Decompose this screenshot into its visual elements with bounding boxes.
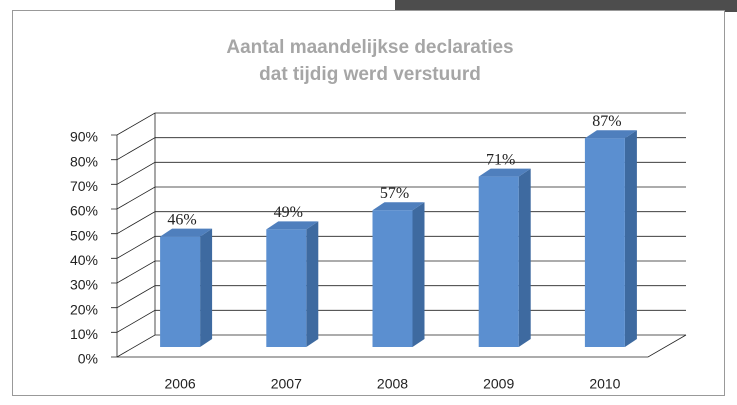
x-tick-label: 2008	[377, 376, 408, 392]
y-tick-label: 70%	[70, 178, 98, 194]
bar-side	[624, 130, 637, 347]
bar-side	[306, 221, 319, 347]
x-tick-label: 2006	[165, 376, 196, 392]
grid-line	[111, 186, 686, 210]
data-label: 46%	[167, 211, 196, 228]
data-label: 57%	[380, 185, 409, 202]
bar-top	[478, 168, 531, 177]
y-tick-label: 80%	[70, 153, 98, 169]
bar	[372, 210, 413, 347]
bar-top	[266, 221, 319, 230]
y-tick-label: 40%	[70, 252, 98, 268]
bar	[266, 229, 307, 347]
grid-line	[111, 137, 686, 161]
floor	[117, 334, 687, 358]
bar	[478, 176, 519, 347]
y-tick-label: 50%	[70, 227, 98, 243]
bar-side	[412, 202, 425, 347]
y-tick-label: 60%	[70, 203, 98, 219]
y-tick-label: 10%	[70, 326, 98, 342]
bar-side	[200, 228, 213, 347]
y-tick-label: 0%	[78, 351, 98, 367]
bar	[584, 138, 625, 347]
x-tick-label: 2009	[483, 376, 514, 392]
y-tick-label: 30%	[70, 277, 98, 293]
x-tick-label: 2007	[271, 376, 302, 392]
header-bar	[395, 0, 737, 12]
bar-side	[518, 168, 531, 347]
y-tick-label: 20%	[70, 301, 98, 317]
bar-top	[160, 228, 213, 237]
bar	[160, 236, 201, 347]
grid-line	[111, 112, 686, 136]
chart-title: Aantal maandelijkse declaraties	[226, 37, 513, 58]
bar-top	[584, 130, 637, 139]
bar-top	[372, 202, 425, 211]
grid-line	[111, 161, 686, 185]
y-tick-label: 90%	[70, 129, 98, 145]
x-tick-label: 2010	[589, 376, 620, 392]
data-label: 49%	[274, 204, 303, 221]
data-label: 71%	[486, 151, 515, 168]
chart-title: dat tijdig werd verstuurd	[259, 64, 481, 85]
data-label: 87%	[592, 113, 621, 130]
